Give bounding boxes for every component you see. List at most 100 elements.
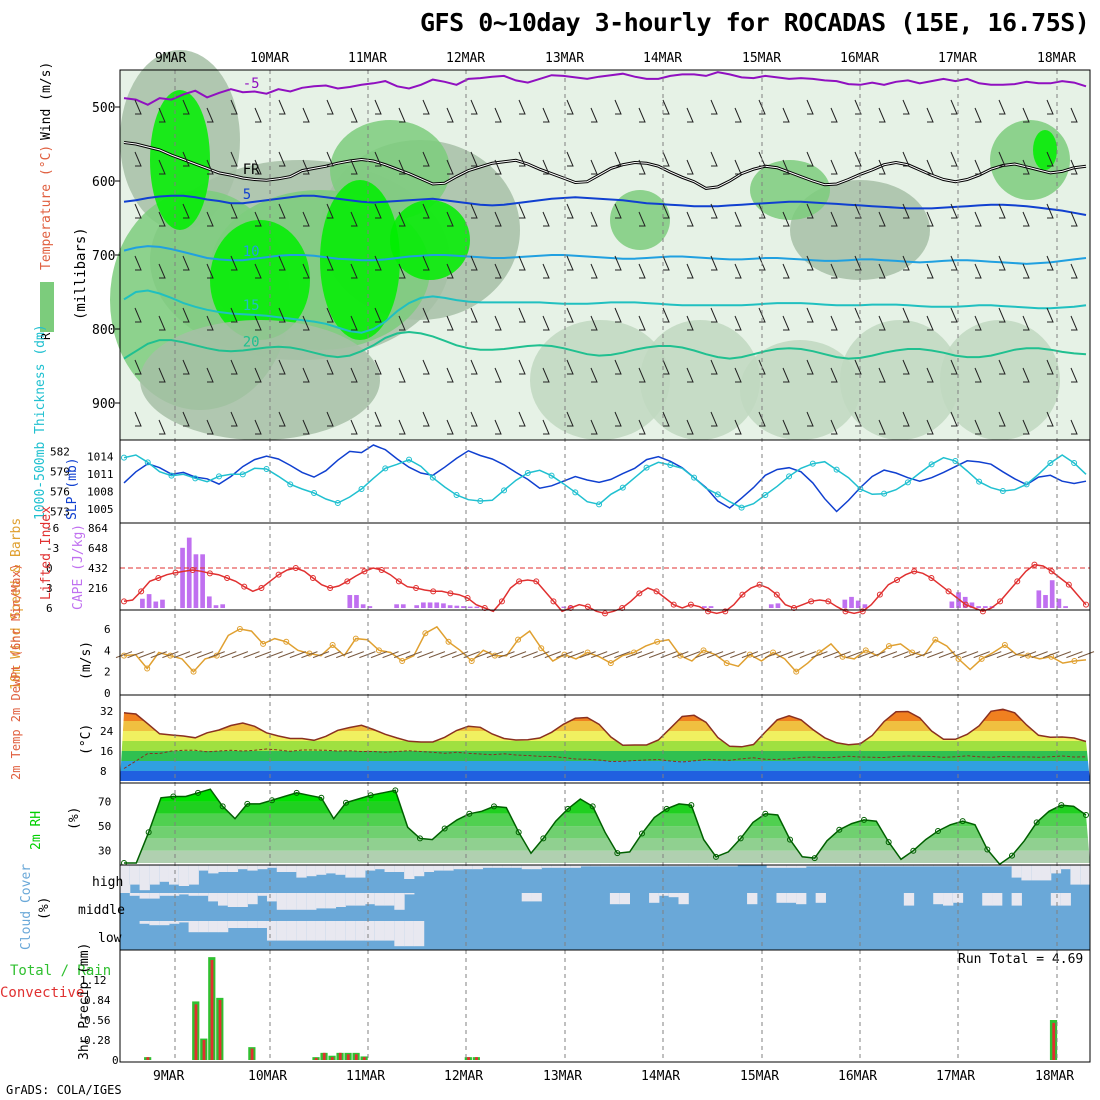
wind-barb [134,151,142,167]
wind-barb [134,203,142,219]
wind-barb [326,99,334,115]
cloud-fill-high [962,865,973,867]
lifted-index-point [876,591,883,598]
cape-bar [180,547,185,608]
cloud-fill-low [345,921,356,941]
lifted-index-point [911,568,918,575]
cloud-fill-high [511,865,523,868]
wind-barb-10m [927,651,944,659]
wind-barb [206,263,214,279]
wind-barb-10m [1077,651,1095,659]
thickness-point [928,461,935,468]
wind-barb [686,211,694,227]
rh-2m-point [614,850,621,857]
wind-barb [302,419,310,435]
wind-barb-10m [289,651,307,659]
convective-bar [1052,1022,1056,1060]
cloud-fill-high [864,865,875,867]
rh-swatch [40,282,54,332]
cape-axis-label: CAPE (J/kg) [71,524,86,610]
rh-2m-point [170,793,177,800]
wind-barb [902,411,910,427]
isotherm-label-10: 10 [243,244,260,260]
wind-barb [542,211,550,227]
wind-barb [878,211,886,227]
wind-barb [1070,263,1078,279]
cape-bar [768,604,774,608]
wind-barb [494,367,502,383]
cloud-fill-low [178,921,190,923]
wind-barb [662,151,670,167]
lifted-index-point [945,588,952,595]
cloud-fill-low [286,921,297,941]
cloud-fill-high [1070,865,1081,885]
wind-barb [758,411,766,427]
wind-barb [518,151,526,167]
wind-barb [614,99,622,115]
rh-area-18 [940,320,1060,440]
wind-barb [1070,419,1078,435]
cloud-fill-low [374,921,386,941]
wind-barb [158,211,166,227]
date-label-bottom-10MAR: 10MAR [248,1069,287,1084]
wind-barb [590,211,598,227]
rh-tick-70: 70 [98,795,111,808]
cape-bar [146,594,152,608]
temp-tick-8: 8 [100,765,107,778]
lifted-index-point [1048,568,1055,575]
thickness-point [691,474,698,481]
rh-band-3 [120,813,1090,827]
lifted-tick: 6 [46,602,53,615]
cloud-fill-middle [943,893,954,906]
cape-tick-216: 216 [88,582,108,595]
lifted-index-point [533,578,540,585]
wind-barb [614,203,622,219]
temperature-label: Temperature (°C) [39,145,54,270]
lifted-index-point [498,598,505,605]
wind-barb [326,151,334,167]
cloud-fill-low [257,921,268,928]
lifted-index-point [344,578,351,585]
wind-barb [806,359,814,375]
cloud-fill-middle [325,893,337,909]
wind-barb [758,99,766,115]
thickness-point [453,492,460,498]
lifted-index-point [189,567,196,573]
wind-barb [494,211,502,227]
cloud-fill-high [492,865,503,868]
wind-barb [614,151,622,167]
wind-barb-10m [115,651,133,659]
wind-barb-10m [451,651,469,659]
cloud-fill-high [982,865,993,867]
wind-barb [878,107,886,123]
cloud-fill-middle [335,893,346,907]
wind-barb [638,315,646,331]
cloud-fill-high [698,865,709,867]
cape-bar [1036,590,1042,608]
cloud-fill-low [217,921,229,933]
cloud-fill-low [237,921,248,928]
cloud-fill-high [394,865,405,872]
wind-speed-point [1071,658,1078,664]
convective-bar [467,1057,470,1060]
thickness-point [976,478,983,485]
rh-2m-point [1033,819,1040,826]
wind-barb-10m [417,651,434,659]
wind-barb [494,263,502,279]
wind-barb [470,359,478,375]
wind-barb [206,419,214,435]
wind-barb [590,367,598,383]
lifted-index-point [378,567,385,573]
wind-barb [974,419,982,435]
cloud-fill-high [903,865,915,867]
wind-barb [518,359,526,375]
lifted-index-point [997,598,1004,605]
wind-speed-point [700,647,707,654]
wind-barb [158,367,166,383]
cloud-fill-middle [149,893,160,899]
cloud-fill-high [188,865,199,885]
cloud-fill-high [943,865,954,867]
wind-barb [878,263,886,279]
wind-barb-10m [811,651,828,659]
cape-bar [976,606,981,608]
